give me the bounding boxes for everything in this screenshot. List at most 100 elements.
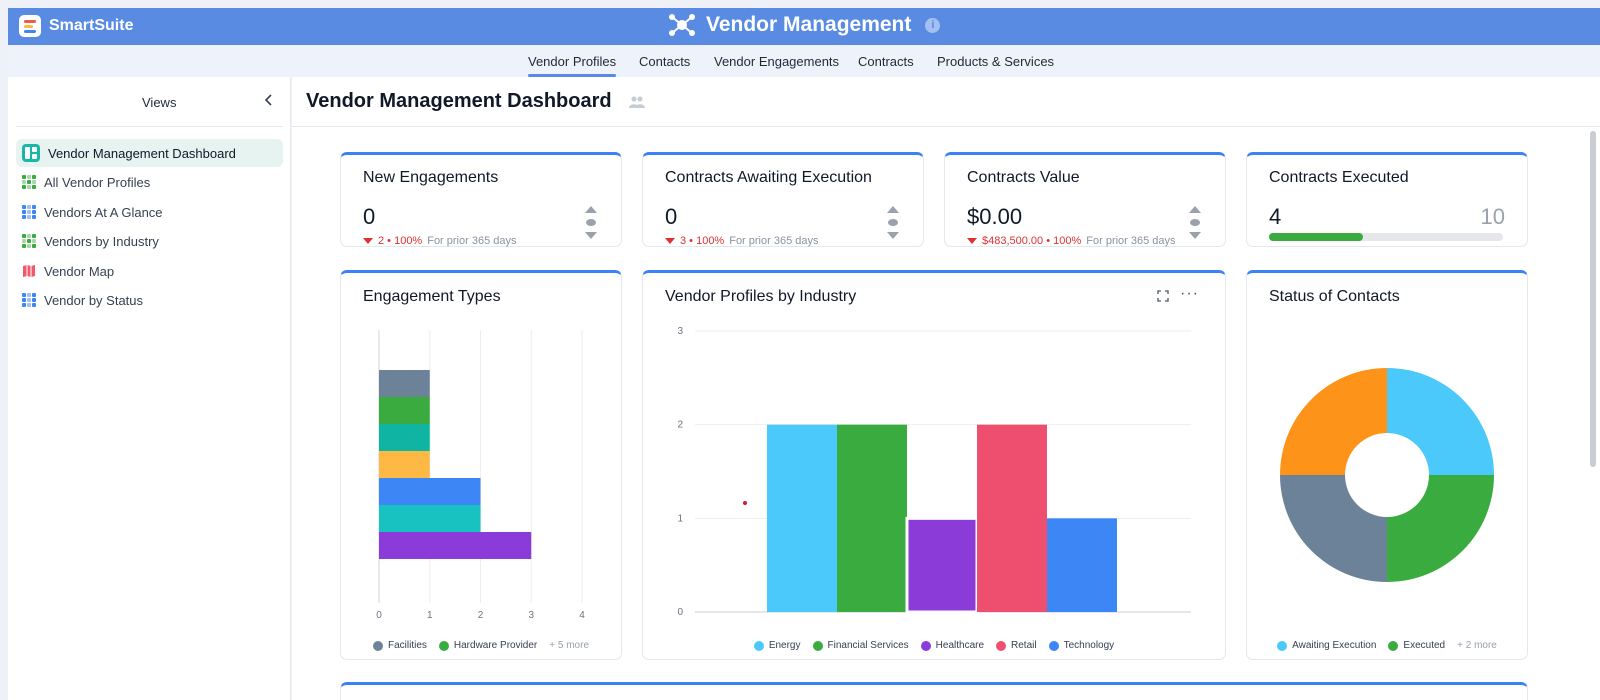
card-title: Contracts Executed — [1269, 169, 1409, 186]
chart-legend: Awaiting Execution Executed + 2 more — [1247, 640, 1527, 651]
y-tick-label: 3 — [677, 326, 683, 337]
sidebar-item-vendor-by-status[interactable]: Vendor by Status — [16, 286, 283, 314]
legend-item[interactable]: Healthcare — [920, 640, 984, 651]
engagement-types-chart: 0 1 2 3 4 — [376, 330, 585, 621]
vertical-scrollbar[interactable] — [1590, 131, 1596, 467]
views-header: Views — [16, 77, 283, 127]
grid-blue-icon — [22, 205, 36, 219]
sort-stepper-icon[interactable] — [585, 206, 597, 240]
legend-swatch — [920, 640, 931, 651]
kpi-value: 0 — [363, 204, 376, 229]
chart-card-engagement-types[interactable]: Engagement Types 0 1 2 3 4 Facilities Hardwa… — [340, 270, 622, 660]
legend-item[interactable]: Energy — [753, 640, 801, 651]
bar[interactable] — [379, 451, 430, 478]
legend-swatch — [812, 640, 823, 651]
progress-fill — [1269, 233, 1363, 241]
chart-card-status-of-contacts[interactable]: Status of Contacts Awaiting Execution Ex… — [1246, 270, 1528, 660]
views-sidebar: Views Vendor Management Dashboard All Ve… — [8, 77, 291, 700]
sidebar-item-all-vendor-profiles[interactable]: All Vendor Profiles — [16, 168, 283, 196]
pie-slice[interactable] — [1280, 475, 1387, 582]
legend-more[interactable]: + 5 more — [549, 640, 590, 651]
solution-tabs: Vendor Profiles Contacts Vendor Engageme… — [8, 45, 1600, 77]
kpi-value: $0.00 — [967, 204, 1023, 229]
bar[interactable] — [379, 424, 430, 451]
kpi-delta: $483,500.00 • 100% For prior 365 days — [967, 235, 1176, 247]
legend-item[interactable]: Financial Services — [812, 640, 909, 651]
tab-contracts[interactable]: Contracts — [858, 54, 914, 69]
kpi-target: 10 — [1480, 204, 1505, 229]
chart-card-vendor-profiles-by-industry[interactable]: Vendor Profiles by Industry ··· 0 1 2 3 Ene… — [642, 270, 1226, 660]
kpi-value: 4 — [1269, 204, 1282, 229]
kpi-value: 0 — [665, 204, 678, 229]
kpi-card-contracts-executed[interactable]: Contracts Executed 4 10 — [1246, 152, 1528, 247]
sidebar-item-label: Vendor Management Dashboard — [48, 145, 236, 161]
y-tick-label: 1 — [677, 513, 683, 524]
grid-green-icon — [22, 234, 36, 248]
bar[interactable] — [379, 370, 430, 397]
pie-slice[interactable] — [1280, 368, 1387, 475]
legend-label: Retail — [1011, 640, 1037, 651]
legend-label: Hardware Provider — [453, 640, 538, 651]
network-icon — [669, 14, 695, 36]
sidebar-item-label: Vendor by Status — [44, 292, 144, 308]
legend-item[interactable]: Hardware Provider — [438, 640, 538, 651]
kpi-card-contracts-awaiting[interactable]: Contracts Awaiting Execution 0 3 • 100% … — [642, 152, 924, 247]
grid-green-icon — [22, 175, 36, 189]
pie-slice[interactable] — [1387, 368, 1494, 475]
info-icon[interactable]: i — [925, 17, 941, 33]
sidebar-item-vendors-at-a-glance[interactable]: Vendors At A Glance — [16, 198, 283, 226]
x-tick-label: 2 — [478, 610, 484, 621]
sort-stepper-icon[interactable] — [887, 206, 899, 240]
sidebar-item-vendor-management-dashboard[interactable]: Vendor Management Dashboard — [16, 139, 283, 167]
map-icon — [23, 265, 35, 277]
kpi-delta-value: 3 • 100% — [680, 235, 725, 247]
sidebar-item-label: Vendors At A Glance — [44, 204, 163, 220]
bar[interactable] — [379, 505, 481, 532]
legend-item[interactable]: Facilities — [372, 640, 427, 651]
tab-products-services[interactable]: Products & Services — [937, 54, 1055, 69]
kpi-card-new-engagements[interactable]: New Engagements 0 2 • 100% For prior 365… — [340, 152, 622, 247]
legend-swatch — [1277, 640, 1288, 651]
dashboard-header: Vendor Management Dashboard — [292, 77, 1600, 127]
pie-slice[interactable] — [1387, 475, 1494, 582]
legend-swatch — [753, 640, 764, 651]
views-title: Views — [142, 95, 177, 110]
brand[interactable]: SmartSuite — [19, 15, 133, 37]
legend-label: Executed — [1403, 640, 1446, 651]
x-tick-label: 0 — [376, 610, 382, 621]
bar[interactable] — [379, 397, 430, 424]
bar[interactable] — [379, 478, 481, 505]
expand-icon[interactable] — [1157, 290, 1169, 302]
cursor-marker — [743, 501, 747, 505]
sidebar-item-vendor-map[interactable]: Vendor Map — [16, 257, 283, 285]
legend-item[interactable]: Technology — [1048, 640, 1114, 651]
down-triangle-icon — [967, 238, 977, 244]
tab-vendor-profiles[interactable]: Vendor Profiles — [528, 54, 617, 77]
bar-energy[interactable] — [767, 424, 837, 612]
vendor-industry-chart: 0 1 2 3 — [677, 326, 1191, 618]
kpi-card-contracts-value[interactable]: Contracts Value $0.00 $483,500.00 • 100%… — [944, 152, 1226, 247]
chevron-left-icon[interactable] — [262, 93, 276, 107]
sidebar-item-vendors-by-industry[interactable]: Vendors by Industry — [16, 227, 283, 255]
legend-item[interactable]: Executed — [1388, 640, 1445, 651]
people-icon[interactable] — [629, 95, 645, 109]
legend-item[interactable]: Awaiting Execution — [1277, 640, 1376, 651]
legend-swatch — [996, 640, 1007, 651]
bar-financial-services[interactable] — [837, 424, 907, 612]
tab-contacts[interactable]: Contacts — [639, 54, 691, 69]
next-card-partial — [340, 682, 1528, 700]
tab-vendor-engagements[interactable]: Vendor Engagements — [714, 54, 840, 69]
bar-healthcare[interactable] — [905, 516, 979, 614]
bar-retail[interactable] — [977, 424, 1047, 612]
page-title: Vendor Management Dashboard — [306, 90, 612, 112]
sort-stepper-icon[interactable] — [1189, 206, 1201, 240]
legend-swatch — [372, 640, 383, 651]
legend-item[interactable]: Retail — [996, 640, 1037, 651]
card-title: New Engagements — [363, 169, 499, 186]
bar[interactable] — [379, 532, 532, 559]
more-options-icon[interactable]: ··· — [1180, 285, 1199, 302]
progress-bar — [1269, 233, 1503, 241]
grid-blue-icon — [22, 293, 36, 307]
legend-more[interactable]: + 2 more — [1457, 640, 1497, 651]
bar-technology[interactable] — [1047, 518, 1117, 612]
